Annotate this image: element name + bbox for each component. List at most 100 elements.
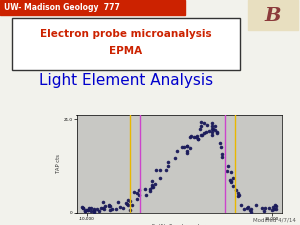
- Point: [81, 206, 85, 209]
- Point: [148, 187, 153, 191]
- Point: [236, 193, 241, 196]
- Point: [125, 202, 130, 205]
- Point: [184, 144, 189, 148]
- Point: [143, 193, 148, 197]
- Point: [85, 209, 90, 212]
- Point: [135, 197, 140, 201]
- Point: [196, 138, 200, 141]
- Point: [182, 145, 187, 149]
- Point: [172, 157, 177, 160]
- Point: [245, 205, 250, 209]
- Point: [274, 207, 278, 211]
- Point: [157, 168, 162, 172]
- Point: [143, 188, 148, 191]
- Point: [158, 176, 162, 180]
- Point: [188, 135, 193, 138]
- Text: UW- Madison Geology  777: UW- Madison Geology 777: [4, 3, 120, 12]
- Point: [203, 130, 208, 134]
- Point: [108, 204, 112, 208]
- Point: [82, 210, 87, 213]
- Point: [195, 137, 200, 141]
- Point: [185, 149, 190, 153]
- Point: [219, 145, 224, 149]
- Point: [128, 200, 133, 203]
- Point: [126, 203, 131, 207]
- Point: [248, 209, 253, 212]
- Point: [80, 206, 85, 210]
- Point: [88, 207, 93, 210]
- Point: [230, 184, 235, 188]
- Point: [106, 203, 111, 207]
- Point: [259, 207, 264, 210]
- Point: [194, 134, 199, 138]
- Point: [236, 194, 240, 198]
- Point: [166, 160, 170, 164]
- Point: [115, 200, 120, 204]
- Point: [128, 208, 132, 212]
- Point: [96, 209, 101, 213]
- Point: [88, 209, 93, 213]
- Point: [136, 193, 141, 197]
- Point: [164, 169, 169, 172]
- Point: [180, 145, 185, 149]
- Point: [101, 206, 106, 210]
- Point: [102, 208, 107, 211]
- Point: [85, 208, 90, 211]
- Point: [239, 203, 244, 207]
- Point: [92, 209, 97, 213]
- Text: B: B: [265, 7, 281, 25]
- Point: [99, 206, 104, 210]
- Point: [225, 169, 230, 173]
- Point: [229, 179, 233, 183]
- Point: [136, 188, 141, 192]
- Point: [131, 191, 136, 194]
- Point: [228, 180, 233, 184]
- Point: [209, 130, 214, 134]
- Point: [83, 208, 88, 211]
- FancyBboxPatch shape: [12, 18, 240, 70]
- Point: [199, 120, 204, 124]
- Point: [154, 168, 158, 172]
- Point: [108, 209, 112, 212]
- Point: [147, 189, 152, 193]
- Point: [151, 185, 156, 189]
- Text: Electron probe microanalysis: Electron probe microanalysis: [40, 29, 212, 39]
- Point: [121, 206, 126, 210]
- Point: [188, 147, 192, 150]
- Point: [200, 133, 204, 137]
- Y-axis label: TAP cts: TAP cts: [56, 154, 61, 173]
- Bar: [0, 0, 185, 15]
- Text: EPMA: EPMA: [110, 46, 142, 56]
- Point: [80, 206, 85, 209]
- Point: [207, 129, 212, 133]
- Point: [101, 201, 106, 204]
- Point: [92, 210, 97, 213]
- Point: [210, 127, 215, 130]
- Point: [150, 180, 154, 183]
- Point: [228, 171, 233, 174]
- Point: [233, 188, 238, 192]
- Point: [204, 123, 209, 127]
- Point: [117, 205, 122, 209]
- Point: [231, 176, 236, 180]
- Point: [262, 209, 266, 213]
- Point: [227, 178, 232, 182]
- Point: [110, 207, 115, 210]
- Text: Modified 4/7/14: Modified 4/7/14: [253, 217, 296, 222]
- Point: [192, 135, 197, 139]
- Point: [267, 207, 272, 210]
- Point: [217, 141, 222, 144]
- Point: [201, 132, 206, 135]
- Point: [126, 199, 131, 202]
- Point: [174, 149, 179, 153]
- Point: [254, 203, 259, 207]
- Point: [194, 135, 199, 139]
- Point: [271, 206, 275, 209]
- Point: [249, 210, 254, 214]
- Point: [198, 124, 203, 127]
- X-axis label: F  (1)  Spectrometer: F (1) Spectrometer: [152, 224, 206, 225]
- Point: [273, 204, 278, 207]
- Point: [150, 186, 155, 189]
- Point: [185, 144, 190, 148]
- Point: [103, 205, 108, 208]
